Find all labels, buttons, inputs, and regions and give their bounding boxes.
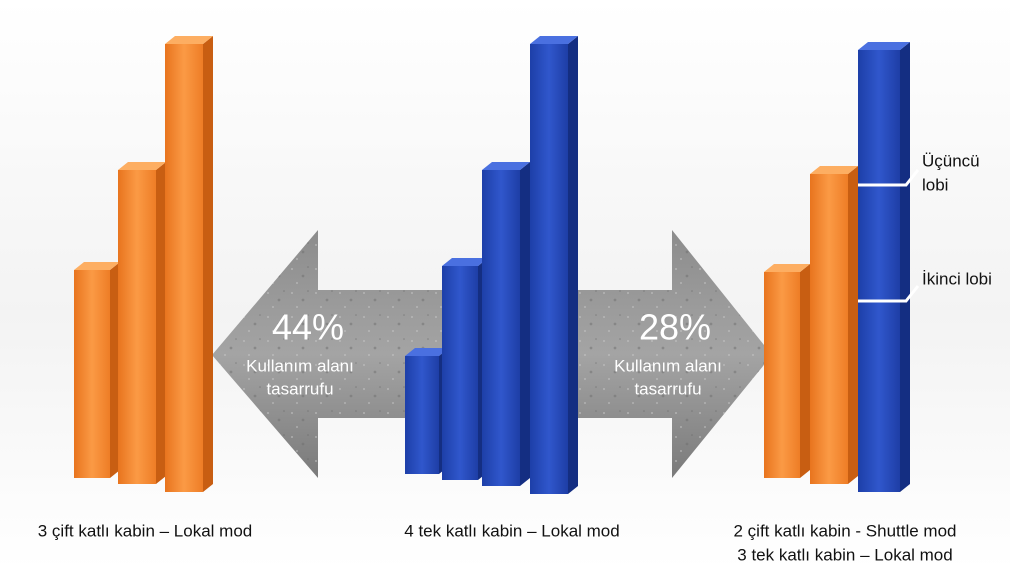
percent-label: 28% bbox=[639, 307, 711, 348]
bar-face bbox=[900, 42, 910, 492]
bar-face bbox=[800, 264, 810, 478]
percent-label: 44% bbox=[272, 307, 344, 348]
diagram: 44% Kullanım alanı tasarrufu 28% Kullanı… bbox=[0, 0, 1010, 570]
bar-face bbox=[764, 272, 800, 478]
caption: 3 tek katlı kabin – Lokal mod bbox=[737, 545, 952, 564]
bar-face bbox=[165, 44, 203, 492]
arrow-label: Kullanım alanı bbox=[614, 356, 722, 375]
arrow-label: tasarrufu bbox=[634, 379, 701, 398]
bar-face bbox=[482, 170, 520, 486]
bar-face bbox=[848, 166, 858, 484]
arrow-label: Kullanım alanı bbox=[246, 356, 354, 375]
bar-face bbox=[442, 266, 478, 480]
bar-face bbox=[810, 174, 848, 484]
caption: 4 tek katlı kabin – Lokal mod bbox=[404, 521, 619, 540]
bar-face bbox=[530, 44, 568, 494]
bar-face bbox=[405, 356, 439, 474]
caption: 3 çift katlı kabin – Lokal mod bbox=[38, 521, 253, 540]
arrow-label: tasarrufu bbox=[266, 379, 333, 398]
caption: 2 çift katlı kabin - Shuttle mod bbox=[734, 521, 957, 540]
annotation: Üçüncü bbox=[922, 151, 980, 170]
bar-face bbox=[74, 270, 110, 478]
annotation: İkinci lobi bbox=[922, 269, 992, 288]
bar-face bbox=[568, 36, 578, 494]
bar-face bbox=[203, 36, 213, 492]
bar-face bbox=[520, 162, 530, 486]
bar-face bbox=[858, 50, 900, 492]
annotation: lobi bbox=[922, 175, 948, 194]
bar-face bbox=[156, 162, 166, 484]
bar-face bbox=[118, 170, 156, 484]
